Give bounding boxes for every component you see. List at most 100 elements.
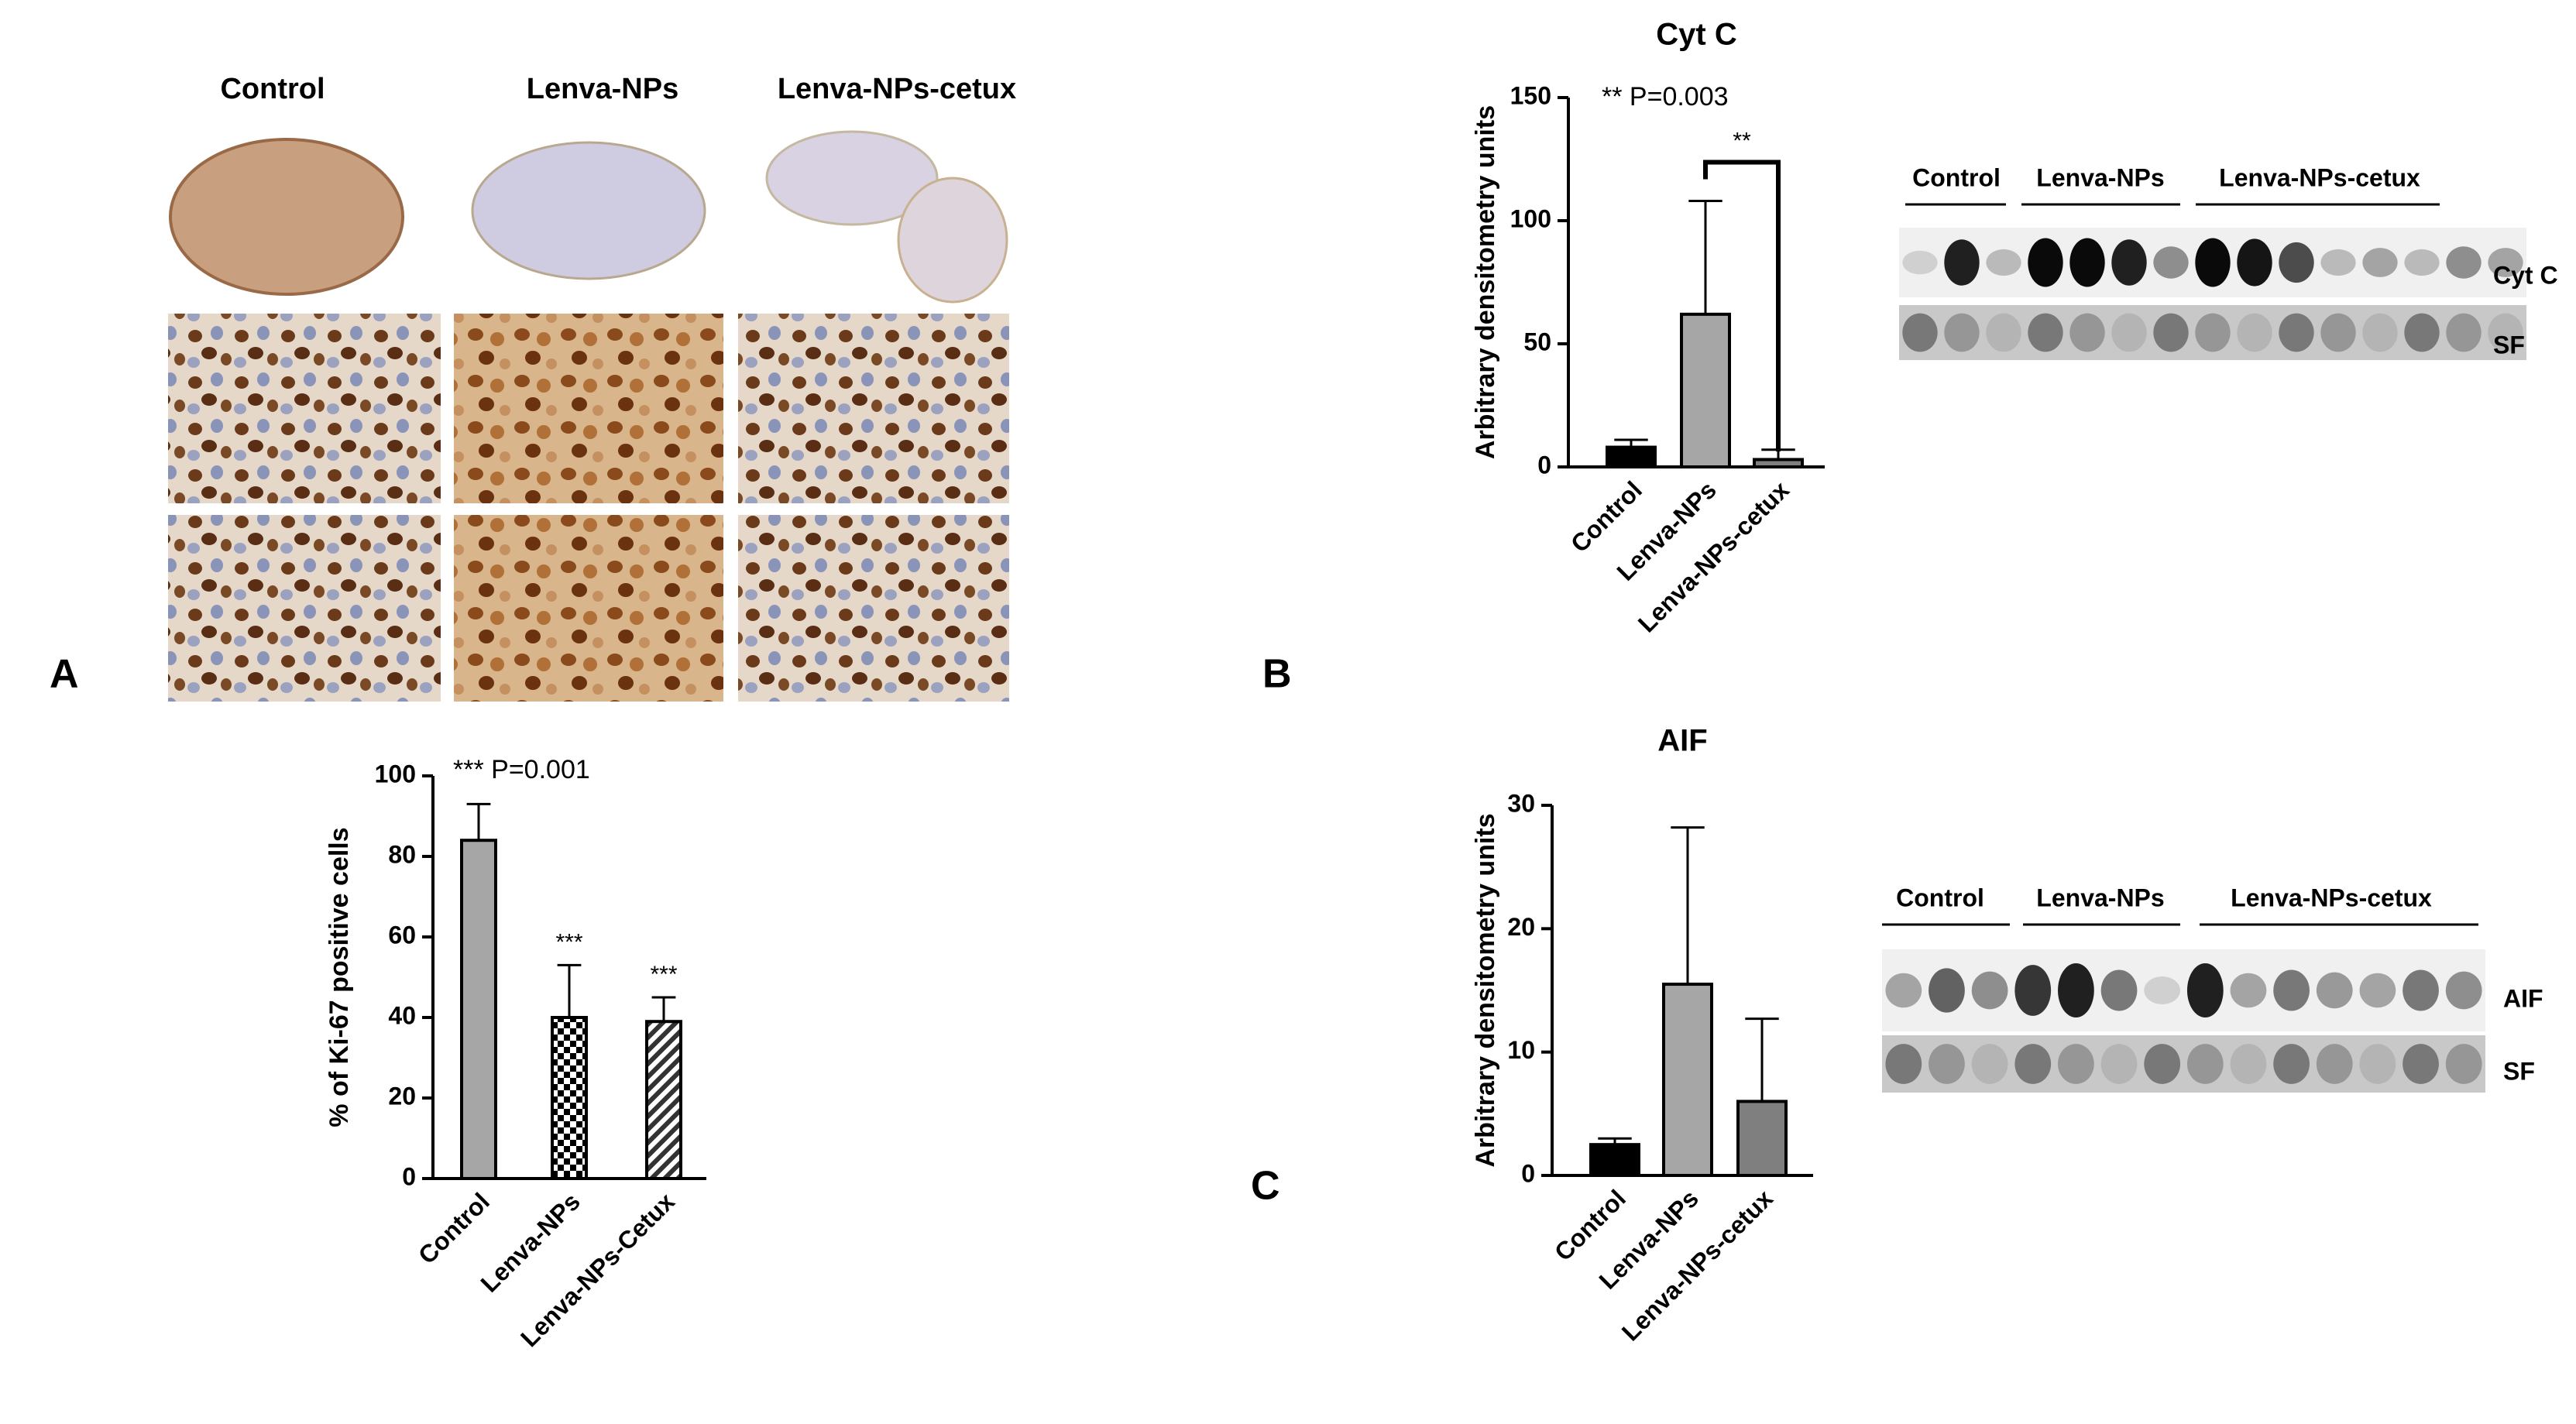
blot-group-label: Control [1896,884,1984,911]
x-tick-label: Control [413,1187,495,1269]
annotation: *** P=0.001 [453,755,590,784]
blot-group-label: Lenva-NPs-cetux [2219,163,2420,191]
blot-band [2237,313,2272,352]
bar [1680,312,1731,468]
chart-title: AIF [1657,724,1707,758]
blot-band [2445,971,2482,1010]
y-tick-label: 0 [402,1162,416,1190]
blot-band [2195,238,2231,287]
blot-group-label: Control [1912,163,2001,191]
blot-band [2362,248,2398,277]
blot-band [1971,1044,2008,1084]
panel-label: A [50,652,79,697]
y-tick-label: 100 [375,760,416,787]
blot-band [2058,1044,2094,1084]
y-tick-label: 20 [388,1082,416,1110]
blot-band [2144,1044,2181,1084]
blot-band [2230,1044,2267,1084]
blot-band [2320,313,2356,352]
histology-tile [738,314,1009,503]
significance-bracket [1703,160,1781,451]
annotation: *** [555,929,582,955]
y-tick-label: 10 [1507,1036,1535,1064]
blot-band [2153,313,2189,352]
blot-band-label: AIF [2503,984,2543,1012]
tissue-section [169,138,404,296]
blot-band [1986,313,2021,352]
blot-band [2186,1044,2224,1084]
histology-tile [454,515,723,702]
bar [551,1016,588,1180]
blot-band [2404,249,2440,276]
histology-tile [168,515,441,702]
x-tick-label: Lenva-NPs-Cetux [515,1187,680,1352]
blot-band [2403,1044,2439,1084]
blot-band [2316,1044,2353,1084]
blot-band [2362,313,2398,352]
blot-band [2488,313,2523,352]
blot-band [1986,249,2021,276]
blot-band [2273,969,2310,1011]
blot-band [1929,1044,1965,1084]
annotation: *** [650,962,677,987]
panel-label: B [1262,652,1292,697]
blot-band [2100,969,2138,1011]
blot-band [2014,1044,2052,1084]
blot-band [2111,313,2147,352]
blot-band [1885,1044,1922,1084]
y-tick-label: 60 [388,921,416,949]
panel-label: C [1251,1164,1280,1209]
bar [645,1020,682,1180]
y-tick-label: 150 [1510,81,1551,109]
blot-band [2273,1044,2310,1084]
y-axis-label: % of Ki-67 positive cells [325,827,354,1127]
blot-band [1929,968,1965,1013]
y-tick-label: 50 [1523,328,1551,355]
blot-band [2186,963,2224,1017]
blot-band [2446,246,2482,279]
blot-band [2279,313,2314,352]
y-tick-label: 30 [1507,789,1535,817]
blot-band [2359,1044,2396,1084]
blot-band [2403,969,2439,1011]
blot-band [2230,973,2267,1008]
y-tick-label: 100 [1510,204,1551,232]
blot-band [2445,1044,2482,1084]
blot-band [1971,971,2008,1010]
histology-header: Control [220,73,325,105]
histology-tile [168,314,441,503]
blot-band [2111,239,2147,286]
annotation: ** P=0.003 [1602,82,1729,112]
blot-group-label: Lenva-NPs [2036,163,2164,191]
blot-band [2153,246,2189,279]
y-tick-label: 0 [1521,1159,1535,1187]
blot-group-label: Lenva-NPs-cetux [2231,884,2432,911]
bar [1736,1100,1788,1178]
bar [1589,1143,1640,1177]
y-tick-label: 0 [1537,451,1551,479]
blot-band [2446,313,2482,352]
annotation: ** [1733,128,1751,153]
blot-band [1944,313,1980,352]
bar [1753,458,1804,469]
bar [460,839,497,1180]
blot-band [2069,313,2105,352]
blot-band [2359,973,2396,1008]
tissue-section [471,141,706,280]
histology-tile [454,314,723,503]
y-tick-label: 80 [388,840,416,868]
bar [1606,445,1657,468]
blot-group-label: Lenva-NPs [2036,884,2164,911]
histology-tile [738,515,1009,702]
blot-band-label: SF [2503,1057,2535,1085]
layout: A B C Control Lenva-NPs Lenva-NPs-cetux [50,73,1292,1209]
histology-header: Lenva-NPs-cetux [778,73,1016,105]
blot-band [2069,238,2105,287]
blot-band [2028,238,2063,287]
blot-band [2316,972,2353,1009]
blot-band-label: SF [2493,331,2525,359]
blot-band [2488,248,2523,277]
blot-band-label: Cyt C [2493,261,2558,289]
blot-band [2014,965,2052,1016]
